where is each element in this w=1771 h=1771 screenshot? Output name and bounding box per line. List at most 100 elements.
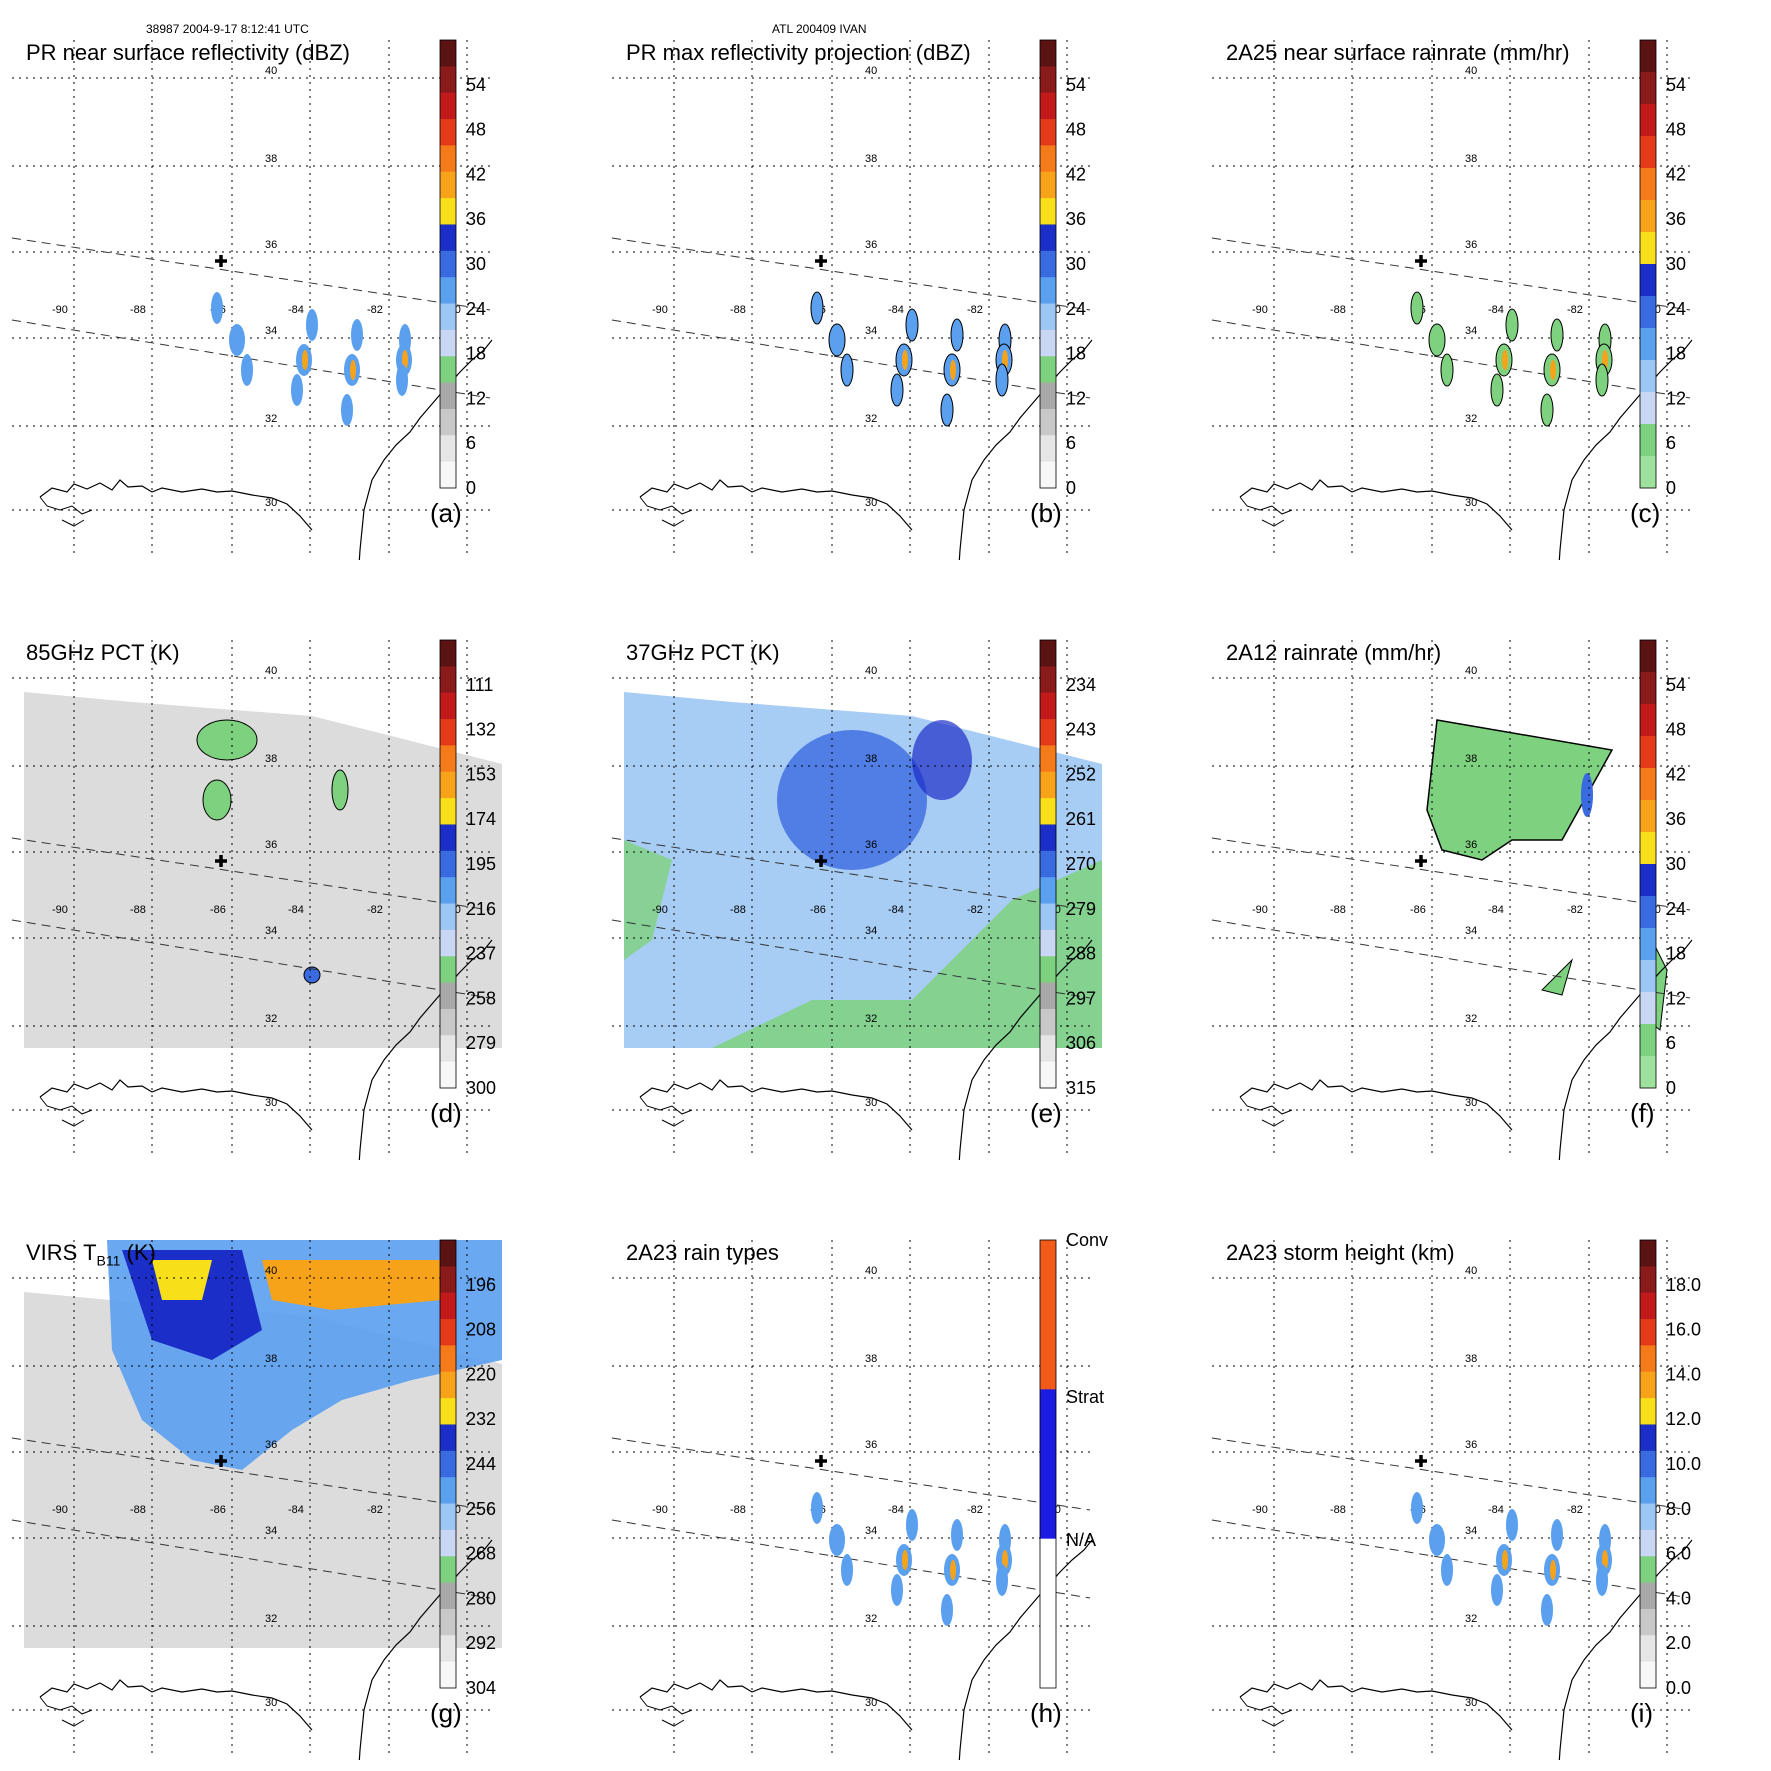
lat-label: 32 [1465, 1013, 1477, 1025]
colorbar-tick-label: 14.0 [1666, 1364, 1701, 1384]
lat-label: 34 [265, 925, 277, 937]
colorbar-tick-label: 292 [466, 1633, 496, 1653]
colorbar-segment [440, 1661, 456, 1689]
colorbar-tick-label: 2.0 [1666, 1633, 1691, 1653]
colorbar-tick-label: 30 [1666, 254, 1686, 274]
coastline [639, 939, 1093, 1160]
panel-i: -90-88-86-84-82-8040383634323018.016.014… [1200, 1200, 1760, 1760]
colorbar-segment [1640, 1345, 1656, 1373]
lon-label: -84 [288, 904, 304, 916]
colorbar-segment [1640, 360, 1656, 393]
precip-core [902, 1550, 908, 1570]
panel-c: -90-88-86-84-82-804038363432305448423630… [1200, 0, 1760, 560]
panel-title-subscript: B11 [96, 1252, 121, 1269]
warm-region [712, 860, 1102, 1048]
colorbar-tick-label: 6 [466, 433, 476, 453]
lon-label: -88 [130, 904, 146, 916]
lat-label: 34 [1465, 325, 1477, 337]
colorbar-segment [440, 435, 456, 463]
precip-cell [890, 373, 904, 407]
colorbar-segment [440, 1240, 456, 1267]
lat-label: 32 [865, 1613, 877, 1625]
storm-center-marker [215, 855, 227, 867]
colorbar-segment [1640, 1292, 1656, 1320]
lat-label: 30 [865, 497, 877, 509]
precip-cell [1596, 1564, 1608, 1596]
colorbar-a: 54 48 42 36 30 24 18 12 6 0 [439, 39, 486, 498]
colorbar-segment [1040, 145, 1056, 173]
lat-label: 32 [865, 413, 877, 425]
map-frame: -90-88-86-84-82-80403836343230 [11, 1240, 502, 1760]
colorbar-tick-label: 261 [1066, 809, 1096, 829]
colorbar-segment [1040, 250, 1056, 278]
colorbar-segment [1040, 903, 1056, 931]
lat-label: 40 [865, 1265, 877, 1277]
panel-letter-a: (a) [430, 498, 462, 528]
storm-center-marker [1415, 1455, 1427, 1467]
panel-title-text: PR near surface reflectivity (dBZ) [26, 40, 350, 65]
colorbar-tick-label: 24 [466, 299, 486, 319]
cold-region [912, 720, 972, 800]
colorbar-segment [1640, 1371, 1656, 1399]
colorbar-tick-label: 0 [1666, 1078, 1676, 1098]
lat-label: 34 [1465, 1525, 1477, 1537]
colorbar-tick-label: Conv [1066, 1230, 1108, 1250]
panel-title-text: 85GHz PCT (K) [26, 640, 180, 665]
precip-cell [351, 319, 363, 351]
colorbar-tick-label: 42 [1066, 164, 1086, 184]
lon-label: -88 [130, 1504, 146, 1516]
lon-label: -90 [52, 904, 68, 916]
colorbar-segment [440, 408, 456, 436]
lat-label: 30 [265, 1097, 277, 1109]
colorbar-tick-label: 54 [1066, 75, 1086, 95]
scattering-region [303, 966, 321, 984]
colorbar-tick-label: 4.0 [1666, 1588, 1691, 1608]
rain-core [1581, 773, 1593, 817]
colorbar-segment [440, 119, 456, 146]
colorbar-segment [440, 1008, 456, 1036]
precip-cell [1440, 353, 1454, 387]
colorbar-segment [1640, 640, 1656, 673]
precip-core [950, 1560, 956, 1580]
panel-title-text: 2A12 rainrate (mm/hr) [1226, 640, 1442, 665]
panel-title-text: 2A23 storm height (km) [1226, 1240, 1455, 1265]
colorbar-segment [440, 1582, 456, 1610]
lon-label: -90 [1252, 1504, 1268, 1516]
colorbar-segment [440, 1608, 456, 1636]
colorbar-segment [440, 224, 456, 252]
colorbar-tick-label: 48 [1666, 120, 1686, 140]
colorbar-segment [1040, 40, 1056, 67]
colorbar-segment [440, 461, 456, 489]
colorbar-tick-label: 6 [1066, 433, 1076, 453]
lon-label: -88 [1330, 304, 1346, 316]
colorbar-segment [440, 1450, 456, 1478]
colorbar-tick-label: 18 [466, 344, 486, 364]
storm-center-marker [1415, 855, 1427, 867]
colorbar-tick-label: 174 [466, 809, 496, 829]
precip-core [350, 360, 356, 380]
coastline [39, 1696, 93, 1727]
colorbar-tick-label: 6 [1666, 1033, 1676, 1053]
colorbar-segment [1640, 392, 1656, 425]
colorbar-segment [1640, 1529, 1656, 1557]
colorbar-segment [440, 1035, 456, 1063]
colorbar-segment [1040, 956, 1056, 984]
colorbar-segment [1640, 928, 1656, 961]
colorbar-segment [440, 956, 456, 984]
colorbar-segment [440, 1345, 456, 1373]
map-b: -90-88-86-84-82-804038363432305448423630… [611, 39, 1093, 560]
map-frame: -90-88-86-84-82-80403836343230 [611, 1240, 1093, 1760]
precip-cell [1429, 1524, 1445, 1556]
panel-title-f: 2A12 rainrate (mm/hr) [1226, 640, 1441, 666]
colorbar-segment [440, 798, 456, 825]
colorbar-g: 196 208 220 232 244 256 268 280 292 304 [439, 1239, 496, 1698]
colorbar-segment [1040, 303, 1056, 331]
precip-core [902, 350, 908, 370]
colorbar-segment [1040, 66, 1056, 94]
lat-label: 30 [1465, 1097, 1477, 1109]
swath-area [24, 692, 502, 1048]
scattering-region [331, 769, 349, 811]
colorbar-segment [1640, 1477, 1656, 1505]
lat-label: 30 [865, 1097, 877, 1109]
colorbar-segment [1040, 329, 1056, 357]
